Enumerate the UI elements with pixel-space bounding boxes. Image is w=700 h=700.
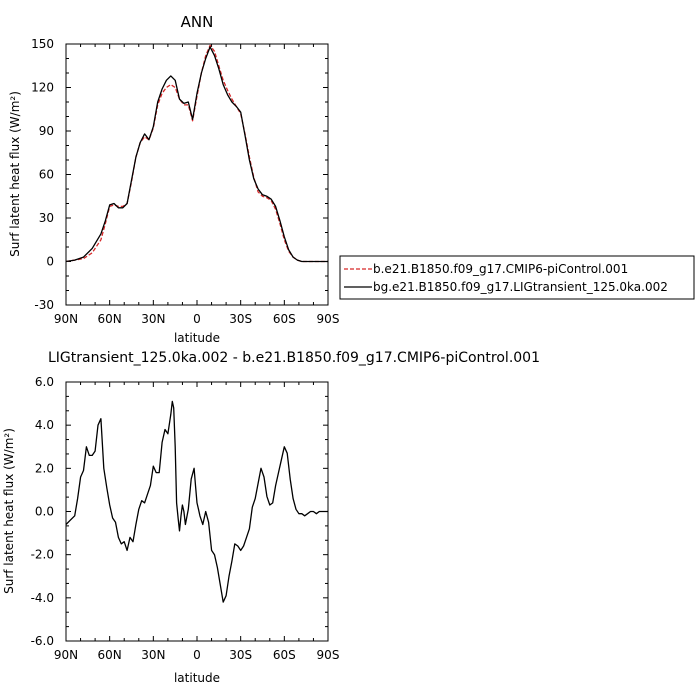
legend-label-LIGtransient: bg.e21.B1850.f09_g17.LIGtransient_125.0k… <box>373 280 668 294</box>
bottom-chart-title: LIGtransient_125.0ka.002 - b.e21.B1850.f… <box>48 350 540 366</box>
top-y-tick-label: 120 <box>31 81 54 95</box>
top-y-tick-label: -30 <box>34 298 54 312</box>
top-plot-frame <box>65 43 329 306</box>
top-y-tick-label: 60 <box>39 168 54 182</box>
top-x-tick-label: 60S <box>273 312 296 326</box>
bottom-y-tick-label: -6.0 <box>31 634 54 648</box>
bottom-series-line-1 <box>65 400 328 603</box>
bottom-x-tick-label: 30N <box>141 648 165 662</box>
top-x-tick-label: 90N <box>54 312 78 326</box>
bottom-y-tick-label: 4.0 <box>35 418 54 432</box>
bottom-x-tick-label: 0 <box>193 648 201 662</box>
bottom-plot-frame <box>65 381 329 642</box>
bottom-y-axis-label: Surf latent heat flux (W/m²) <box>2 428 16 594</box>
top-y-tick-label: 150 <box>31 37 54 51</box>
bottom-plot-area: 90N 60N 30N 0 30S 60S 90S -6.0 -4.0 -2.0 0.0 2.0 4.0… <box>31 375 340 662</box>
bottom-x-tick-label: 60N <box>98 648 122 662</box>
bottom-y-tick-label: 6.0 <box>35 375 54 389</box>
legend: b.e21.B1850.f09_g17.CMIP6-piControl.001 … <box>339 255 695 300</box>
top-x-tick-label: 30S <box>229 312 252 326</box>
bottom-x-axis-label: latitude <box>174 671 220 685</box>
legend-label-piControl: b.e21.B1850.f09_g17.CMIP6-piControl.001 <box>373 262 628 276</box>
bottom-y-tick-label: -2.0 <box>31 548 54 562</box>
legend-box <box>339 255 695 300</box>
top-y-tick-label: 90 <box>39 124 54 138</box>
bottom-x-tick-label: 90S <box>317 648 340 662</box>
top-x-axis-label: latitude <box>174 331 220 345</box>
top-y-tick-label: 30 <box>39 211 54 225</box>
top-panel: ANN 90N 60N 30N 0 30S 60S 90S-300306090120150 … <box>8 13 695 345</box>
top-chart-title: ANN <box>181 13 214 31</box>
top-plot-area: 90N 60N 30N 0 30S 60S 90S -30 0 30 60 90 120 150 <box>31 37 339 326</box>
top-y-axis-label: Surf latent heat flux (W/m²) <box>8 91 22 257</box>
top-series-line-2 <box>65 46 328 263</box>
bottom-x-tick-label: 90N <box>54 648 78 662</box>
top-x-tick-label: 90S <box>317 312 340 326</box>
top-series-line-1 <box>65 44 328 263</box>
bottom-y-tick-label: 2.0 <box>35 461 54 475</box>
bottom-y-tick-label: 0.0 <box>35 505 54 519</box>
bottom-x-tick-label: 30S <box>229 648 252 662</box>
top-x-tick-label: 0 <box>193 312 201 326</box>
top-x-tick-label: 30N <box>141 312 165 326</box>
top-y-tick-label: 0 <box>46 255 54 269</box>
bottom-panel: LIGtransient_125.0ka.002 - b.e21.B1850.f… <box>2 350 540 685</box>
bottom-y-tick-label: -4.0 <box>31 591 54 605</box>
top-x-tick-label: 60N <box>98 312 122 326</box>
bottom-x-tick-label: 60S <box>273 648 296 662</box>
